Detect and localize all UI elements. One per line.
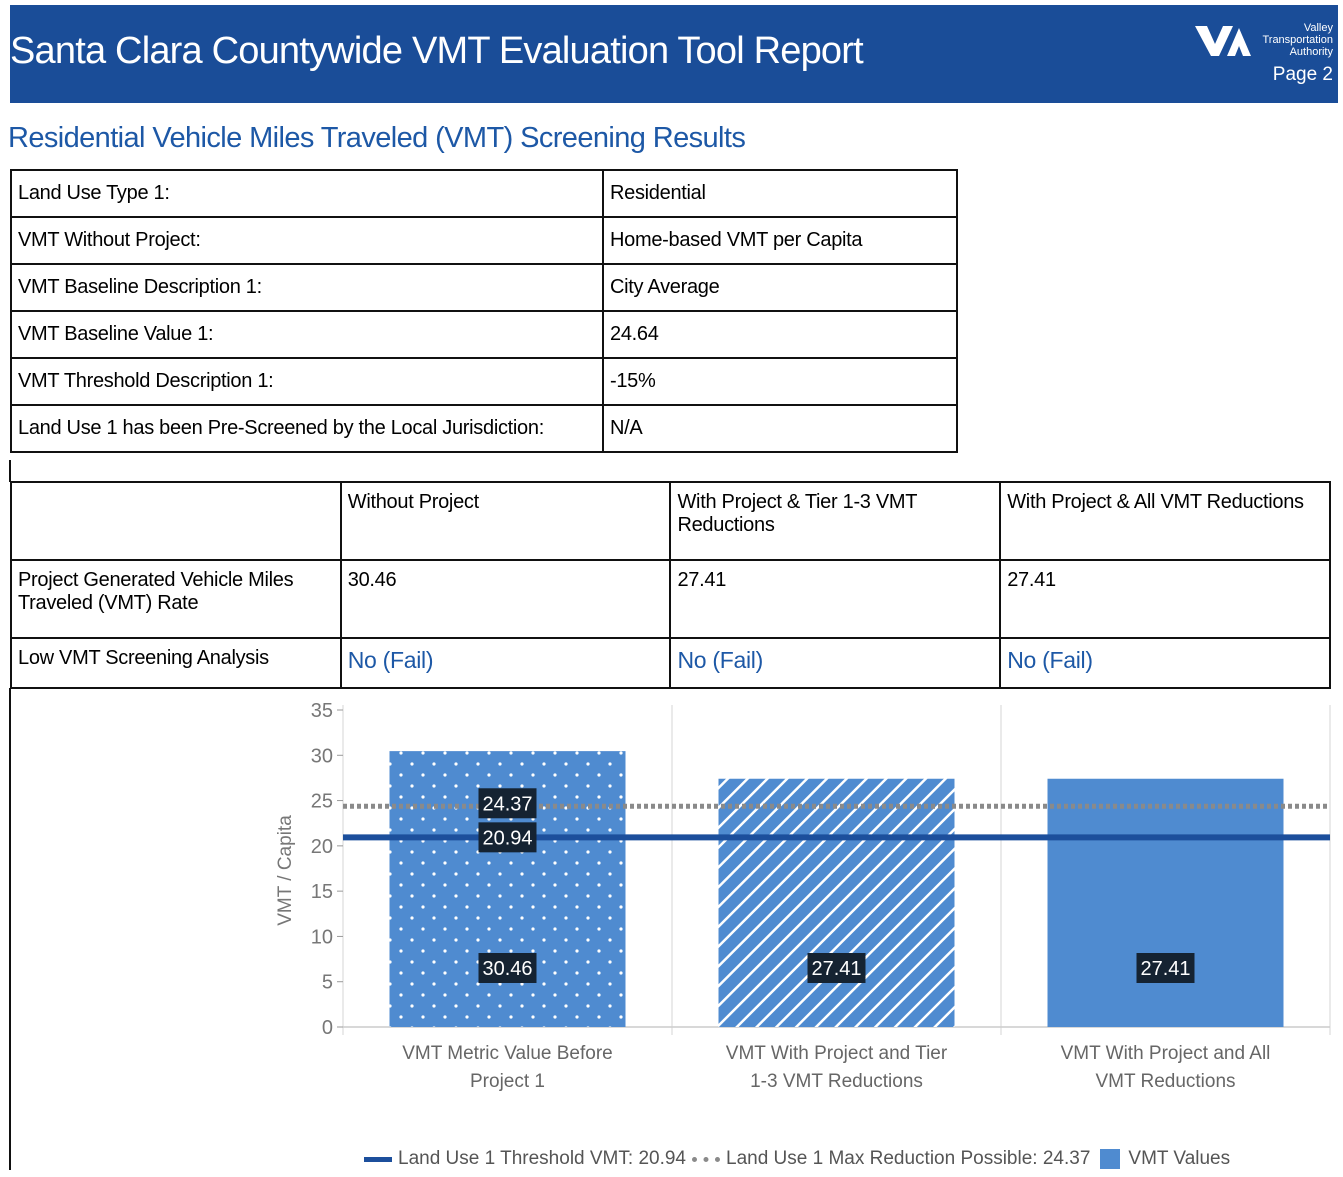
results-table: Without Project With Project & Tier 1-3 … [10,481,1331,689]
cell: Land Use Type 1: [10,169,604,218]
cell: VMT Baseline Description 1: [10,263,604,312]
logo: Valley Transportation Authority Page 2 [1193,22,1333,86]
data-label: 27.41 [1140,958,1190,980]
data-label-box [807,953,866,983]
bar [718,778,955,1027]
column-header: With Project & All VMT Reductions [999,481,1331,561]
column-header: With Project & Tier 1-3 VMT Reductions [669,481,1002,561]
y-tick-label: 30 [311,745,333,767]
legend-swatch [1100,1149,1121,1169]
data-label: 30.46 [482,958,532,980]
data-label-box [1136,953,1195,983]
cell: No (Fail) [999,637,1331,689]
cell [10,481,342,561]
row-header: Project Generated Vehicle Miles Traveled… [10,559,342,639]
data-label: 27.41 [811,958,861,980]
cell: VMT Baseline Value 1: [10,310,604,359]
bar [1047,778,1284,1027]
y-axis-label: VMT / Capita [275,815,296,926]
data-label-group: 27.41 [1136,953,1195,983]
report-title: Santa Clara Countywide VMT Evaluation To… [10,30,864,72]
cell: VMT Without Project: [10,216,604,265]
cell: N/A [602,404,958,453]
row-header: Low VMT Screening Analysis [10,637,342,689]
page-number: Page 2 [1272,64,1333,85]
y-tick-label: 0 [322,1017,333,1039]
y-tick-label: 35 [311,700,333,722]
column-header: Without Project [339,481,672,561]
cell: No (Fail) [339,637,672,689]
cell: 27.41 [999,559,1331,639]
cell: Land Use 1 has been Pre-Screened by the … [10,404,604,453]
y-tick-label: 10 [311,926,333,948]
x-tick-label: VMT Metric Value Before Project 1 [402,1043,613,1092]
reference-label-box [478,822,537,853]
y-tick-label: 15 [311,881,333,903]
cell: -15% [602,357,958,406]
reference-label: 24.37 [482,793,532,815]
header-bar [10,5,1338,103]
data-label-group: 30.46 [478,953,537,983]
legend-label: VMT Values [1128,1148,1231,1169]
x-tick-label: VMT With Project and Tier 1-3 VMT Reduct… [725,1043,948,1092]
reference-label: 20.94 [482,827,532,849]
y-tick-label: 20 [311,836,333,858]
section-title: Residential Vehicle Miles Traveled (VMT)… [8,122,746,154]
legend-swatch [692,1156,720,1162]
reference-label-group: 24.37 [478,788,537,819]
legend-label: Land Use 1 Threshold VMT: 20.94 [398,1148,686,1169]
legend-label: Land Use 1 Max Reduction Possible: 24.37 [726,1148,1091,1169]
cell: 30.46 [339,559,672,639]
logo-text: Valley Transportation Authority [1262,22,1333,58]
info-table: Land Use Type 1: Residential VMT Without … [10,169,958,453]
cell: Home-based VMT per Capita [602,216,958,265]
y-tick-label: 25 [311,791,333,813]
data-label-group: 27.41 [807,953,866,983]
frame-line [9,460,11,482]
reference-label-box [478,788,537,819]
data-label-box [478,953,537,983]
legend-swatch [364,1156,392,1162]
x-tick-label: VMT With Project and All VMT Reductions [1060,1043,1271,1092]
cell: No (Fail) [669,637,1002,689]
cell: 27.41 [669,559,1002,639]
logo-mark [1195,26,1251,56]
frame-line [9,688,11,1170]
reference-label-group: 20.94 [478,822,537,853]
cell: VMT Threshold Description 1: [10,357,604,406]
cell: City Average [602,263,958,312]
legend: Land Use 1 Threshold VMT: 20.94 Land Use … [358,1148,1230,1170]
cell: Residential [602,169,958,218]
cell: 24.64 [602,310,958,359]
y-tick-label: 5 [322,972,333,994]
